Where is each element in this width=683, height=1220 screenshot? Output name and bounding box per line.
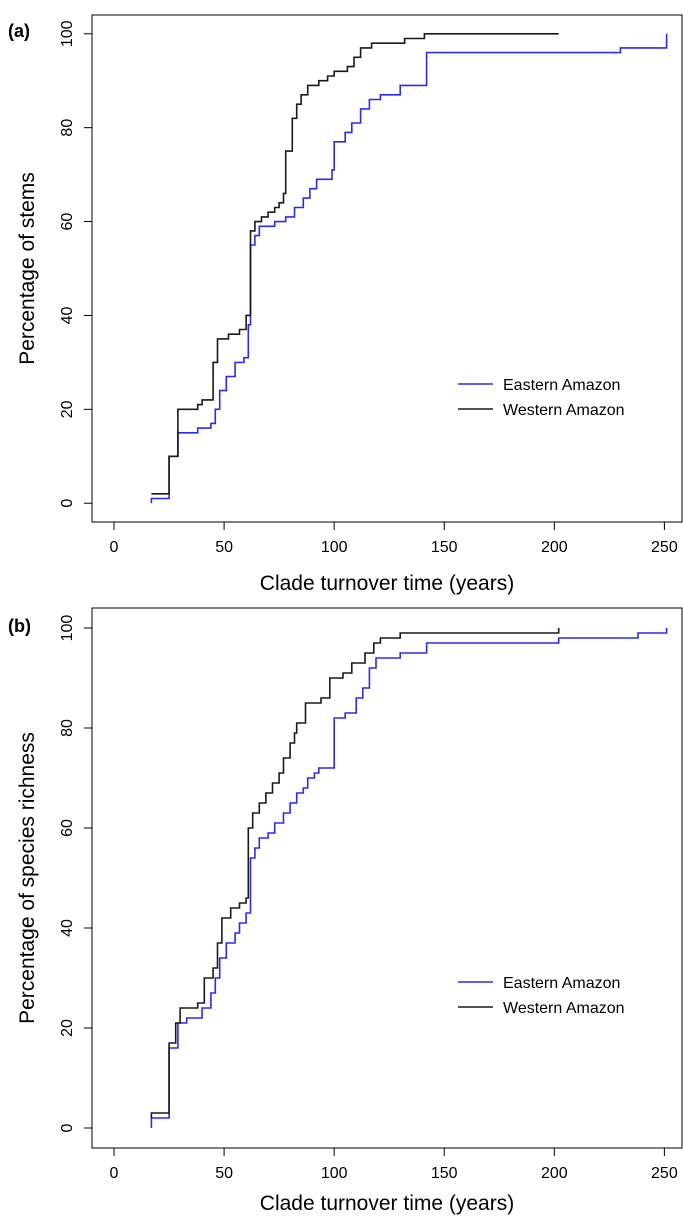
x-tick-label: 100 [321,539,348,556]
legend-label: Eastern Amazon [503,975,620,992]
plot-frame [91,14,683,523]
y-tick-label: 20 [59,1019,76,1037]
series-line-eastern-amazon [150,33,668,504]
legend-label: Western Amazon [503,1000,625,1017]
x-axis-label: Clade turnover time (years) [260,572,514,595]
y-tick-label: 0 [59,1123,76,1132]
y-tick-label: 60 [59,819,76,837]
x-tick-label: 250 [651,539,678,556]
x-tick-label: 150 [431,1165,458,1182]
x-tick-label: 0 [110,1165,119,1182]
x-tick-label: 150 [431,539,458,556]
y-tick-label: 60 [59,213,76,231]
legend-label: Western Amazon [503,402,625,419]
x-axis-label: Clade turnover time (years) [260,1192,514,1215]
y-tick-label: 40 [59,919,76,937]
x-tick-label: 50 [215,539,233,556]
y-tick-label: 0 [59,499,76,508]
y-tick-label: 20 [59,400,76,418]
x-tick-label: 200 [541,1165,568,1182]
series-line-eastern-amazon [150,628,668,1128]
y-axis-label: Percentage of species richness [16,732,39,1024]
series-line-western-amazon [151,33,559,495]
y-tick-label: 100 [59,20,76,47]
y-tick-label: 80 [59,119,76,137]
x-tick-label: 250 [651,1165,678,1182]
legend-label: Eastern Amazon [503,377,620,394]
panel-label: (b) [8,616,31,636]
series-line-western-amazon [150,628,560,1118]
y-tick-label: 100 [59,615,76,642]
x-tick-label: 50 [215,1165,233,1182]
x-tick-label: 100 [321,1165,348,1182]
y-tick-label: 80 [59,719,76,737]
x-tick-label: 200 [541,539,568,556]
y-axis-label: Percentage of stems [16,172,39,365]
panel-b: (b) 0 50 100 150 200 250 0 20 40 60 80 100 Clade turn… [8,607,683,1215]
y-tick-label: 40 [59,306,76,324]
x-tick-label: 0 [110,539,119,556]
panel-a: (a) 0 50 100 150 200 250 0 20 40 60 80 100 Clade turn… [8,14,683,595]
panel-label: (a) [8,21,30,41]
plot-frame [91,607,683,1149]
